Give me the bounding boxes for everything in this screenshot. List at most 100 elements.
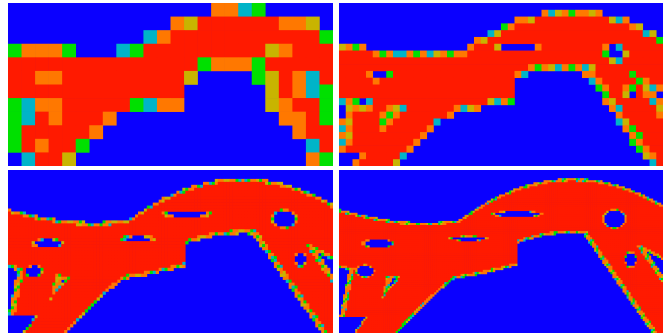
heatmap-cell [577,204,581,207]
heatmap-cell [37,217,41,221]
heatmap-cell [480,206,484,210]
heatmap-cell [152,244,157,248]
heatmap-cell [276,226,281,230]
heatmap-cell [575,196,579,199]
heatmap-cell [654,206,658,210]
heatmap-cell [656,77,663,85]
heatmap-cell [256,199,260,203]
heatmap-cell [420,57,428,65]
heatmap-cell [505,204,508,207]
heatmap-cell [563,192,567,195]
heatmap-cell [330,214,333,218]
heatmap-cell [273,241,278,245]
heatmap-cell [46,288,50,292]
heatmap-cell [161,217,165,221]
heatmap-cell [70,238,74,242]
heatmap-cell [105,270,109,275]
heatmap-cell [67,261,71,266]
heatmap-cell [61,258,65,263]
heatmap-cell [563,186,567,189]
heatmap-cell [179,220,183,224]
heatmap-cell [620,206,623,210]
heatmap-cell [194,217,198,221]
heatmap-cell [433,64,441,72]
heatmap-cell [31,306,35,310]
heatmap-cell [208,211,213,215]
heatmap-cell [321,244,325,248]
heatmap-cell [324,205,328,209]
heatmap-cell [592,184,595,187]
heatmap-cell [250,214,254,218]
heatmap-cell [22,211,27,215]
heatmap-cell [606,202,609,205]
heatmap-cell [161,214,165,218]
heatmap-cell [135,244,139,248]
heatmap-cell [618,208,621,212]
heatmap-cell [555,184,558,187]
heatmap-cell [548,57,556,65]
heatmap-cell [46,267,50,272]
heatmap-cell [535,184,538,187]
heatmap-cell [575,204,579,207]
heatmap-cell [126,255,130,260]
heatmap-cell [561,16,569,24]
heatmap-cell [217,205,222,209]
heatmap-cell [37,232,41,236]
heatmap-cell [366,145,374,153]
heatmap-cell [646,198,650,201]
heatmap-cell [25,288,29,292]
heatmap-cell [309,217,313,221]
heatmap-cell [49,327,53,331]
heatmap-cell [386,57,394,65]
heatmap-cell [250,208,254,212]
heatmap-cell [279,235,284,239]
heatmap-cell [327,321,331,325]
heatmap-cell [152,270,157,275]
heatmap-cell [34,297,38,301]
heatmap-cell [28,229,32,233]
heatmap-cell [525,208,528,212]
heatmap-cell [90,241,94,245]
heatmap-cell [146,220,151,224]
heatmap-cell [628,198,631,201]
heatmap-cell [413,118,421,126]
heatmap-cell [598,194,601,197]
heatmap-cell [656,43,663,51]
heatmap-cell [25,223,29,227]
heatmap-cell [182,264,186,269]
heatmap-cell [628,206,631,210]
heatmap-cell [37,321,41,325]
heatmap-cell [553,190,556,193]
heatmap-cell [102,270,106,275]
heatmap-cell [28,324,32,328]
heatmap-cell [75,247,80,251]
heatmap-cell [592,204,595,207]
heatmap-cell [279,190,284,195]
heatmap-cell [602,208,605,212]
heatmap-cell [265,181,269,186]
heatmap-cell [519,196,522,199]
heatmap-cell [420,64,428,72]
heatmap-cell [529,198,532,201]
heatmap-cell [541,208,544,212]
heatmap-cell [203,208,207,212]
heatmap-cell [303,294,307,298]
heatmap-cell [90,276,94,280]
heatmap-cell [614,204,617,207]
heatmap-cell [251,3,266,17]
heatmap-cell [555,192,558,195]
heatmap-cell [214,211,219,215]
heatmap-cell [265,229,269,233]
heatmap-cell [330,250,333,254]
heatmap-cell [279,238,284,242]
heatmap-cell [81,232,86,236]
heatmap-cell [553,180,556,183]
heatmap-cell [406,145,414,153]
heatmap-cell [126,261,130,266]
heatmap-cell [573,184,577,187]
heatmap-cell [19,264,24,269]
heatmap-cell [638,204,642,207]
heatmap-cell [16,241,21,245]
heatmap-cell [545,206,548,210]
heatmap-cell [584,186,587,189]
